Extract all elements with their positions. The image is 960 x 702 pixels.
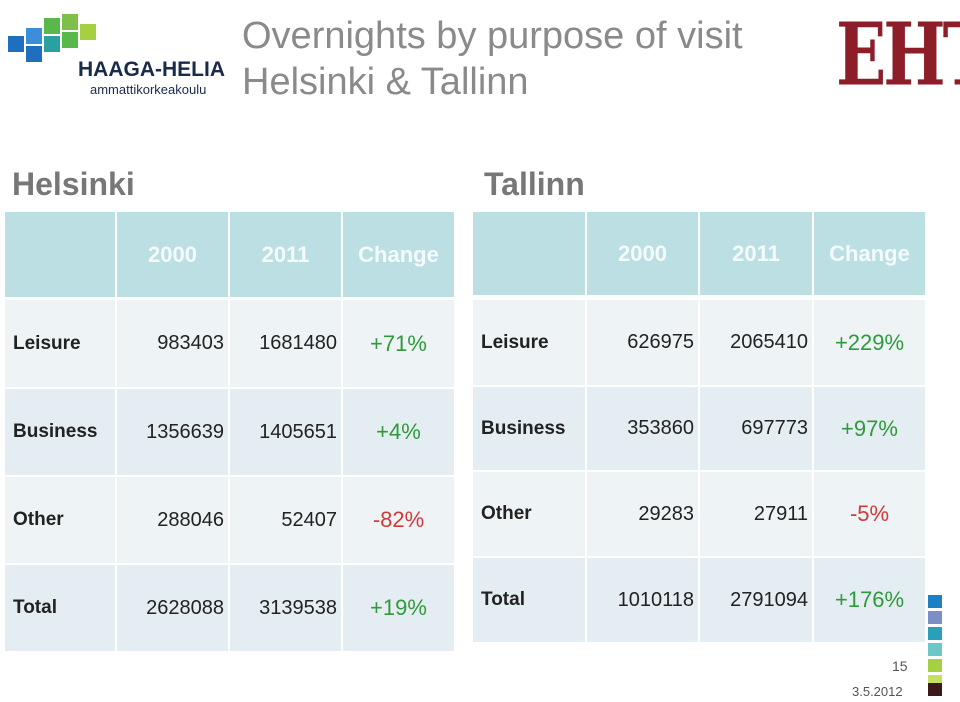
change-cell: +71%: [343, 300, 454, 387]
header-cell: [473, 212, 585, 295]
value-cell: 626975: [587, 300, 698, 385]
value-cell: 2628088: [117, 565, 228, 651]
page-number: 15: [892, 658, 908, 674]
slide-title: Overnights by purpose of visit: [242, 15, 743, 57]
row-label: Business: [473, 387, 585, 470]
column-header: Change: [814, 212, 925, 295]
value-cell: 1405651: [230, 389, 341, 475]
value-cell: 1010118: [587, 558, 698, 642]
change-cell: -5%: [814, 472, 925, 556]
value-cell: 288046: [117, 477, 228, 563]
header-cell: [5, 212, 115, 297]
value-cell: 3139538: [230, 565, 341, 651]
column-header: 2011: [230, 212, 341, 297]
change-cell: +176%: [814, 558, 925, 642]
column-header: 2000: [587, 212, 698, 295]
deco-square: [928, 595, 942, 608]
deco-square: [928, 659, 942, 672]
deco-square: [928, 683, 942, 696]
slide-title: Helsinki & Tallinn: [242, 61, 529, 103]
value-cell: 29283: [587, 472, 698, 556]
value-cell: 983403: [117, 300, 228, 387]
change-cell: +4%: [343, 389, 454, 475]
change-cell: +97%: [814, 387, 925, 470]
row-label: Total: [473, 558, 585, 642]
change-cell: +19%: [343, 565, 454, 651]
row-label: Leisure: [473, 300, 585, 385]
row-label: Total: [5, 565, 115, 651]
value-cell: 1681480: [230, 300, 341, 387]
row-label: Business: [5, 389, 115, 475]
change-cell: -82%: [343, 477, 454, 563]
row-label: Other: [473, 472, 585, 556]
column-header: 2011: [700, 212, 812, 295]
logo-subtitle: ammattikorkeakoulu: [90, 82, 207, 97]
logo-name: HAAGA-HELIA: [78, 58, 225, 81]
row-label: Other: [5, 477, 115, 563]
logo-ehte: EHTE: [836, 4, 960, 106]
value-cell: 353860: [587, 387, 698, 470]
row-label: Leisure: [5, 300, 115, 387]
value-cell: 697773: [700, 387, 812, 470]
change-cell: +229%: [814, 300, 925, 385]
table-title: Helsinki: [12, 166, 135, 202]
table-title: Tallinn: [484, 166, 585, 202]
value-cell: 27911: [700, 472, 812, 556]
value-cell: 2065410: [700, 300, 812, 385]
date: 3.5.2012: [852, 684, 903, 699]
value-cell: 1356639: [117, 389, 228, 475]
column-header: Change: [343, 212, 454, 297]
deco-square: [928, 627, 942, 640]
deco-square: [928, 643, 942, 656]
value-cell: 2791094: [700, 558, 812, 642]
deco-square: [928, 611, 942, 624]
logo-squares: [8, 14, 96, 62]
column-header: 2000: [117, 212, 228, 297]
value-cell: 52407: [230, 477, 341, 563]
